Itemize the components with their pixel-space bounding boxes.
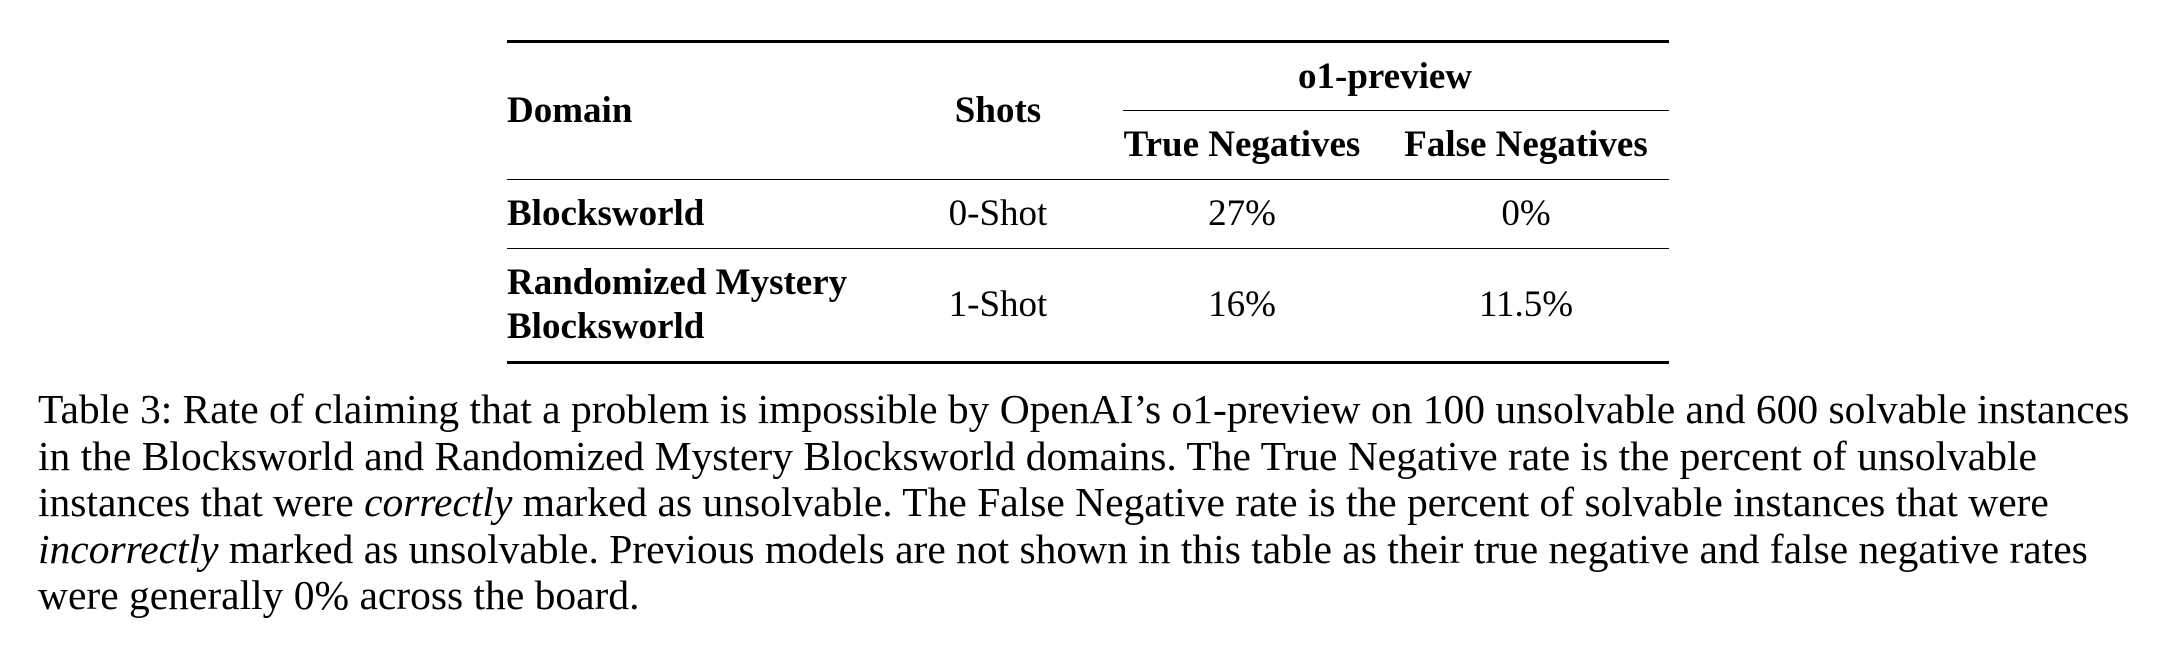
- caption-text: Table 3: Rate of claiming that a problem…: [38, 386, 2130, 525]
- cell-true-negatives: 16%: [1208, 284, 1276, 325]
- cell-shots: 1-Shot: [948, 284, 1048, 325]
- header-false-negatives: False Negatives: [1404, 124, 1648, 165]
- results-table-container: Domain Shots o1-preview True Negatives F…: [507, 40, 1669, 364]
- cell-domain: Randomized Mystery Blocksworld: [507, 249, 895, 363]
- table-caption: Table 3: Rate of claiming that a problem…: [38, 386, 2158, 619]
- caption-text: marked as unsolvable. Previous models ar…: [38, 525, 2088, 619]
- caption-text: marked as unsolvable. The False Negative…: [512, 479, 2049, 525]
- domain-line: Blocksworld: [507, 193, 705, 234]
- results-table: Domain Shots o1-preview True Negatives F…: [507, 40, 1669, 364]
- table-row: Blocksworld 0-Shot 27% 0%: [507, 179, 1669, 249]
- header-row-sub: True Negatives False Negatives: [507, 111, 1669, 180]
- cell-true-negatives: 27%: [1208, 193, 1276, 234]
- table-row: Randomized Mystery Blocksworld 1-Shot 16…: [507, 248, 1669, 363]
- domain-line: Randomized Mystery: [507, 262, 848, 303]
- cell-domain: Blocksworld: [507, 180, 895, 249]
- header-shots: Shots: [954, 90, 1042, 131]
- header-domain: Domain: [507, 90, 633, 131]
- caption-emphasis: incorrectly: [38, 525, 219, 572]
- header-group-o1-preview: o1-preview: [1101, 42, 1669, 111]
- cell-false-negatives: 11.5%: [1478, 284, 1574, 325]
- header-row-group: Domain Shots o1-preview: [507, 41, 1669, 131]
- domain-line: Blocksworld: [507, 306, 705, 347]
- header-true-negatives: True Negatives: [1123, 124, 1361, 165]
- cell-shots: 0-Shot: [948, 193, 1048, 234]
- cell-false-negatives: 0%: [1501, 193, 1551, 234]
- header-group-label: o1-preview: [1298, 56, 1472, 97]
- caption-emphasis: correctly: [364, 479, 513, 525]
- group-underline: [1123, 110, 1669, 111]
